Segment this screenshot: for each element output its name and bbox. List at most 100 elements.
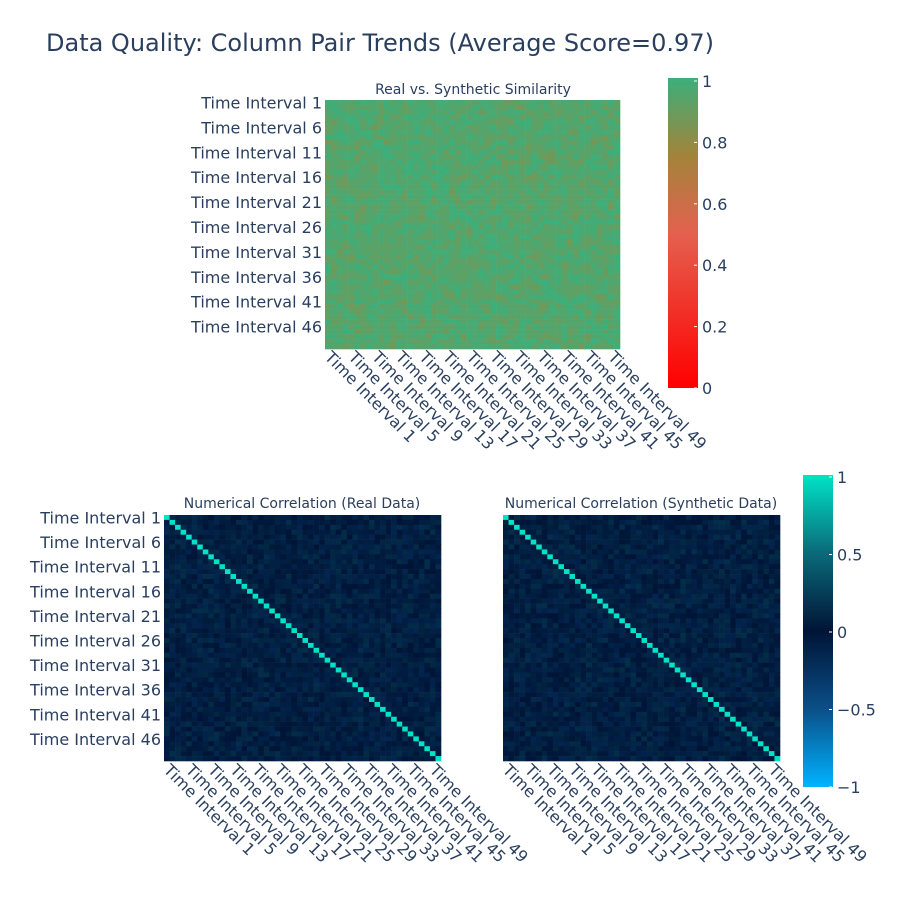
similarity-cell <box>472 149 479 156</box>
similarity-cell <box>325 184 332 190</box>
real-correlation-cell <box>380 588 386 595</box>
real-correlation-cell <box>313 618 320 624</box>
real-correlation-cell <box>368 564 375 570</box>
similarity-cell <box>566 139 574 146</box>
real-correlation-cell <box>219 544 226 550</box>
real-correlation-cell <box>385 706 392 713</box>
similarity-cell <box>507 144 515 151</box>
real-correlation-cell <box>180 534 187 540</box>
real-correlation-cell <box>391 697 397 703</box>
real-correlation-cell <box>368 515 375 521</box>
similarity-cell <box>389 249 397 255</box>
similarity-cell <box>513 299 520 305</box>
real-correlation-cell <box>236 569 242 575</box>
real-correlation-cell <box>313 682 320 688</box>
real-correlation-cell <box>352 554 359 560</box>
similarity-cell <box>431 234 438 240</box>
similarity-cell <box>472 189 479 195</box>
real-correlation-cell <box>230 657 237 663</box>
similarity-cell <box>389 239 397 245</box>
similarity-cell <box>407 234 414 240</box>
real-correlation-cell <box>363 746 370 752</box>
real-correlation-cell <box>407 638 414 644</box>
similarity-cell <box>325 319 332 325</box>
similarity-cell <box>384 174 391 180</box>
real-correlation-cell <box>413 741 420 747</box>
real-correlation-cell <box>202 598 209 604</box>
real-correlation-cell <box>341 564 348 570</box>
real-correlation-cell <box>208 564 215 570</box>
real-correlation-cell <box>424 701 431 708</box>
real-correlation-cell <box>224 682 231 688</box>
real-correlation-cell <box>202 652 209 658</box>
similarity-cell <box>342 154 349 161</box>
similarity-cell <box>466 289 473 295</box>
similarity-cell <box>525 309 532 315</box>
similarity-cell <box>425 174 432 180</box>
similarity-cell <box>490 124 497 131</box>
real-correlation-cell <box>202 583 209 590</box>
similarity-cell <box>354 284 361 290</box>
similarity-cell <box>608 214 615 220</box>
real-correlation-cell <box>413 578 420 585</box>
real-correlation-cell <box>296 741 303 747</box>
similarity-cell <box>336 104 343 111</box>
real-correlation-cell <box>435 613 442 619</box>
similarity-cell <box>378 204 385 210</box>
similarity-cell <box>443 214 450 220</box>
similarity-cell <box>537 319 544 325</box>
real-correlation-cell <box>319 618 325 624</box>
real-correlation-cell <box>424 529 431 535</box>
real-correlation-cell <box>291 672 298 678</box>
real-correlation-cell <box>291 598 298 604</box>
real-correlation-cell <box>308 598 314 604</box>
similarity-cell <box>354 214 361 220</box>
similarity-cell <box>437 124 444 131</box>
similarity-cell <box>419 294 426 300</box>
real-correlation-cell <box>368 628 375 634</box>
similarity-cell <box>384 194 391 200</box>
similarity-cell <box>555 244 562 250</box>
similarity-cell <box>401 139 408 146</box>
real-correlation-cell <box>374 751 381 757</box>
real-correlation-cell <box>363 642 370 649</box>
real-correlation-cell <box>413 544 420 550</box>
similarity-cell <box>519 334 526 340</box>
similarity-cell <box>443 149 450 156</box>
similarity-cell <box>437 264 444 270</box>
real-correlation-cell <box>396 534 403 540</box>
similarity-cell <box>454 159 461 166</box>
real-correlation-cell <box>219 593 226 599</box>
real-correlation-subplot-title: Numerical Correlation (Real Data) <box>184 496 421 512</box>
similarity-cell <box>401 144 408 151</box>
real-correlation-cell <box>363 598 370 604</box>
real-correlation-cell <box>424 569 431 575</box>
similarity-cell <box>384 309 391 315</box>
real-correlation-cell <box>191 697 198 703</box>
similarity-cell <box>484 204 491 210</box>
real-correlation-cell <box>374 667 381 673</box>
real-correlation-cell <box>274 633 281 639</box>
real-correlation-cell <box>280 736 287 742</box>
real-correlation-cell <box>424 677 431 683</box>
real-correlation-cell <box>324 539 331 545</box>
real-correlation-cell <box>346 539 353 545</box>
real-correlation-cell <box>197 697 204 703</box>
real-correlation-cell <box>191 731 198 737</box>
real-correlation-cell <box>175 657 181 663</box>
real-correlation-cell <box>219 672 226 678</box>
real-correlation-cell <box>396 554 403 560</box>
real-correlation-cell <box>230 613 237 619</box>
similarity-cell <box>342 299 349 305</box>
real-correlation-cell <box>269 564 276 570</box>
real-correlation-cell <box>368 697 375 703</box>
real-correlation-cell <box>352 623 359 629</box>
real-correlation-cell <box>280 692 287 698</box>
similarity-cell <box>431 214 438 220</box>
similarity-cell <box>531 104 538 111</box>
similarity-cell <box>531 299 538 305</box>
real-correlation-cell <box>285 647 292 654</box>
similarity-cell <box>395 259 402 265</box>
similarity-cell <box>484 154 491 161</box>
similarity-cell <box>502 224 509 230</box>
